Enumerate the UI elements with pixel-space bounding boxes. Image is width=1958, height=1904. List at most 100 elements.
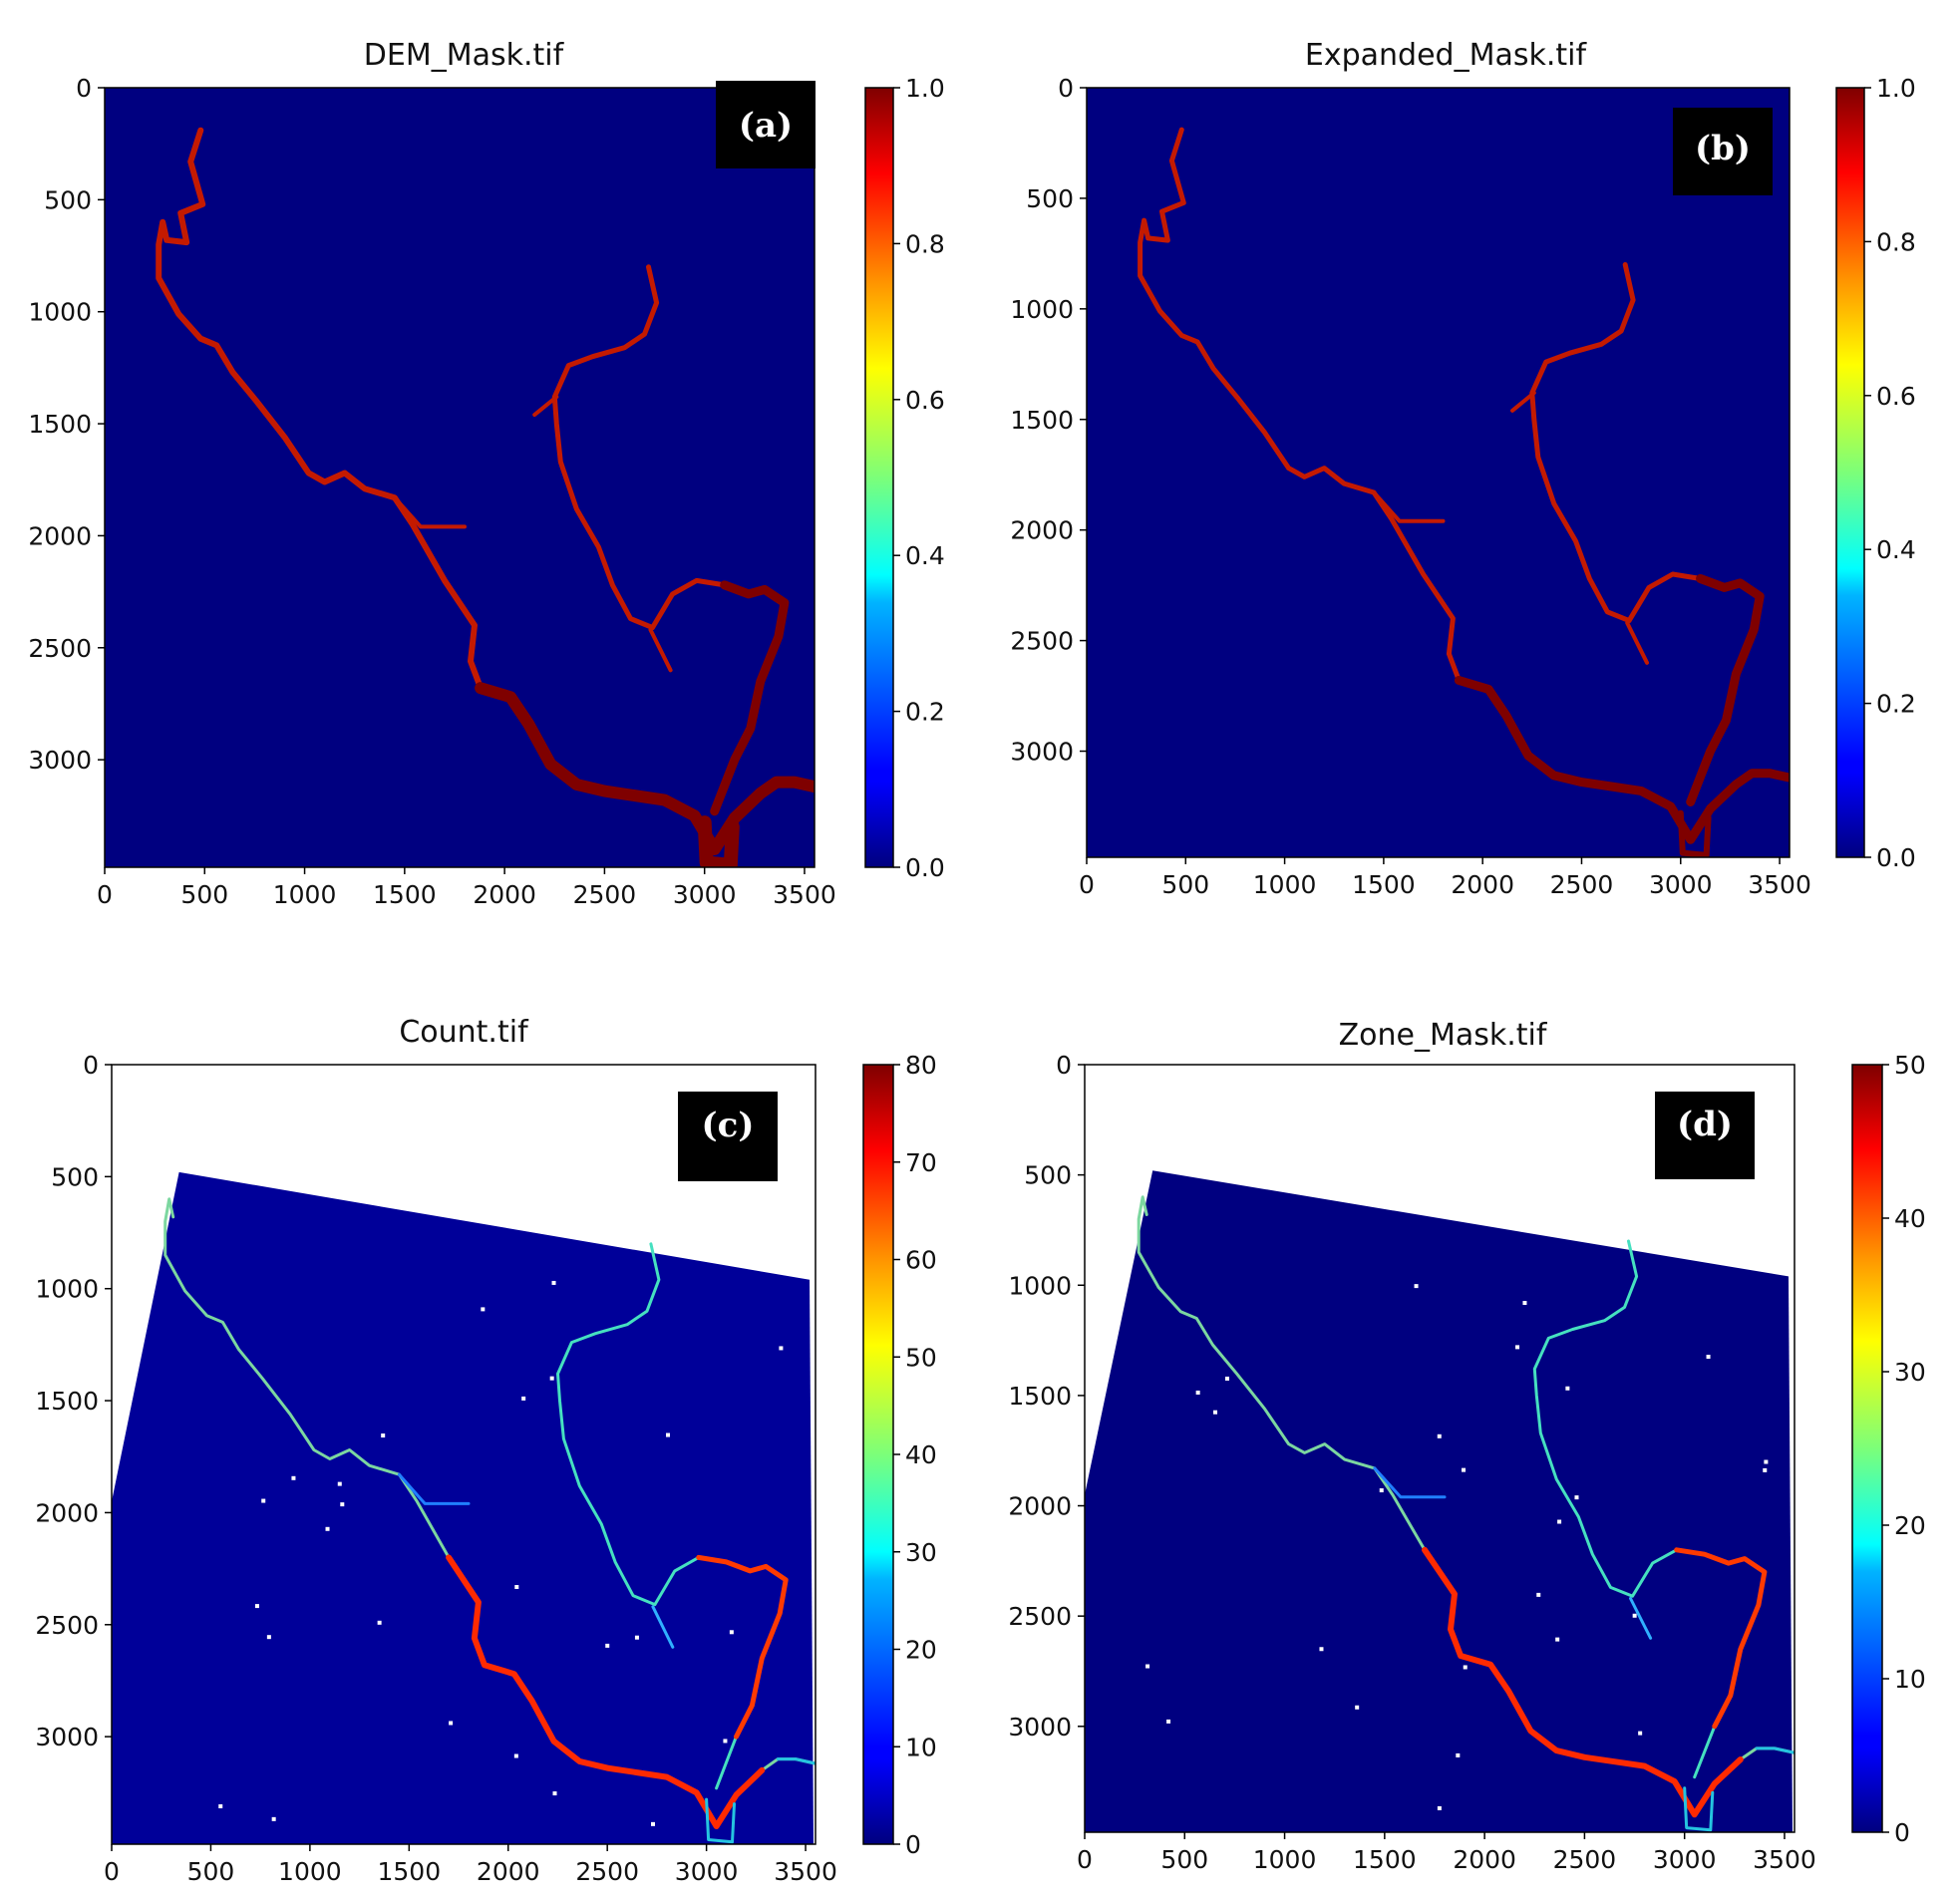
panel-d-title: Zone_Mask.tif (1339, 1018, 1548, 1053)
x-tick-label: 1000 (273, 880, 337, 909)
panel-d-plot (1084, 1064, 1795, 1833)
y-tick-label: 1500 (1010, 406, 1074, 435)
x-tick-label: 1500 (373, 880, 437, 909)
nodata-speck (1462, 1467, 1467, 1472)
nodata-speck (551, 1280, 556, 1285)
x-tick-label: 1000 (278, 1857, 342, 1886)
nodata-speck (513, 1753, 518, 1758)
colorbar-gradient (1835, 87, 1865, 858)
x-tick-label: 1500 (1352, 870, 1416, 899)
y-tick-label: 0 (76, 74, 92, 103)
nodata-speck (254, 1604, 259, 1609)
panel-c-colorbar: 0 10 20 30 40 50 60 70 80 (862, 1051, 937, 1859)
colorbar-tick-label: 50 (1894, 1051, 1926, 1080)
y-tick-label: 1000 (1008, 1271, 1072, 1300)
nodata-speck (729, 1630, 734, 1635)
x-tick-label: 2000 (477, 1857, 540, 1886)
nodata-speck (779, 1346, 784, 1351)
nodata-speck (666, 1432, 671, 1437)
colorbar-tick-label: 0.4 (905, 541, 945, 570)
river-tributary (648, 627, 673, 673)
colorbar-tick-label: 70 (905, 1148, 937, 1177)
panel-b-title: Expanded_Mask.tif (1305, 38, 1588, 73)
nodata-speck (552, 1791, 557, 1796)
y-tick-label: 1000 (28, 298, 92, 327)
nodata-speck (549, 1376, 554, 1381)
nodata-speck (521, 1396, 526, 1401)
nodata-speck (449, 1721, 454, 1726)
nodata-speck (1355, 1705, 1360, 1710)
river-east-wide (710, 580, 790, 816)
river-tributary (392, 495, 467, 529)
nodata-speck (1536, 1592, 1541, 1597)
y-tick-label: 2500 (35, 1611, 99, 1640)
y-tick-label: 500 (1026, 184, 1074, 213)
colorbar-tick-label: 80 (905, 1051, 937, 1080)
x-tick-label: 0 (1077, 1845, 1093, 1874)
y-tick-label: 3000 (1008, 1713, 1072, 1742)
y-tick-label: 500 (51, 1162, 99, 1191)
river-outlet (776, 1757, 816, 1765)
nodata-speck (1515, 1345, 1520, 1350)
panel-c-label: (c) (702, 1106, 755, 1145)
panel-c-ticks: 0 500 1000 1500 2000 2500 3000 3500 0 500 1000 1500… (35, 1051, 836, 1886)
nodata-speck (1224, 1376, 1229, 1381)
colorbar-tick-label: 0 (1894, 1818, 1910, 1847)
nodata-speck (1379, 1488, 1384, 1493)
river-east-hot (1674, 1547, 1768, 1730)
colorbar-tick-label: 60 (905, 1246, 937, 1275)
x-tick-label: 2500 (573, 880, 637, 909)
x-tick-label: 2000 (473, 880, 536, 909)
colorbar-gradient (864, 87, 894, 868)
x-tick-label: 2500 (575, 1857, 639, 1886)
nodata-speck (1632, 1613, 1637, 1618)
x-tick-label: 3500 (1748, 870, 1811, 899)
river-tributary (397, 1472, 471, 1505)
x-tick-label: 2000 (1453, 1845, 1516, 1874)
colorbar-tick-label: 0 (905, 1830, 921, 1859)
nodata-speck (1565, 1386, 1570, 1391)
x-tick-label: 3000 (1653, 1845, 1717, 1874)
nodata-speck (1557, 1519, 1562, 1524)
nodata-speck (337, 1481, 342, 1486)
x-tick-label: 3500 (1753, 1845, 1816, 1874)
nodata-speck (1166, 1719, 1171, 1724)
nodata-speck (1456, 1752, 1461, 1757)
panel-a-label-box (716, 81, 816, 168)
colorbar-tick-label: 0.0 (1876, 843, 1916, 872)
x-tick-label: 3000 (673, 880, 737, 909)
panel-c-label-box (678, 1092, 778, 1181)
panel-c-title: Count.tif (399, 1015, 529, 1050)
heatmap-footprint (1085, 1170, 1793, 1832)
colorbar-gradient (1851, 1064, 1883, 1833)
x-tick-label: 1000 (1253, 1845, 1317, 1874)
x-tick-label: 500 (180, 880, 228, 909)
colorbar-tick-label: 0.6 (1876, 382, 1916, 411)
y-tick-label: 2500 (1008, 1602, 1072, 1631)
y-tick-label: 3000 (28, 746, 92, 775)
river-tributary (1625, 620, 1649, 665)
x-tick-label: 500 (1160, 1845, 1208, 1874)
river-tributary (532, 395, 559, 418)
heatmap-image (1087, 88, 1790, 857)
nodata-speck (1213, 1410, 1218, 1415)
nodata-speck (723, 1739, 728, 1744)
colorbar-tick-label: 40 (905, 1440, 937, 1469)
nodata-speck (1195, 1390, 1200, 1395)
y-tick-label: 2500 (1010, 627, 1074, 656)
nodata-speck (634, 1635, 639, 1640)
panel-b-colorbar: 0.0 0.2 0.4 0.6 0.8 1.0 (1835, 74, 1916, 872)
colorbar-tick-label: 1.0 (905, 74, 945, 103)
x-tick-label: 500 (1161, 870, 1209, 899)
x-tick-label: 1500 (377, 1857, 441, 1886)
y-tick-label: 2500 (28, 634, 92, 663)
colorbar-gradient (862, 1064, 894, 1845)
panel-b-label-box (1673, 108, 1773, 195)
river-tributary (1373, 1466, 1447, 1499)
colorbar-tick-label: 20 (905, 1636, 937, 1665)
x-tick-label: 2000 (1451, 870, 1514, 899)
y-tick-label: 0 (1058, 74, 1074, 103)
y-tick-label: 0 (83, 1051, 99, 1080)
x-tick-label: 500 (187, 1857, 235, 1886)
nodata-speck (377, 1620, 382, 1625)
